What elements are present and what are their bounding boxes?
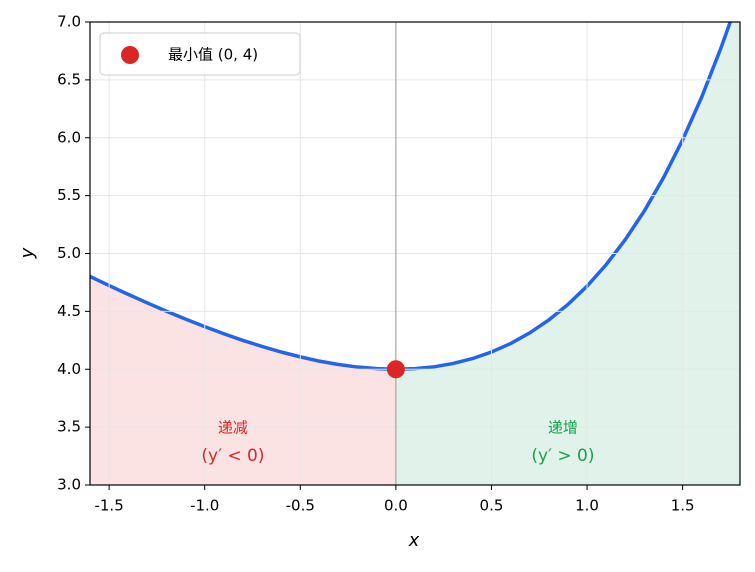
x-tick-label: 1.5	[671, 497, 695, 515]
legend-box	[99, 32, 301, 76]
x-tick-label: -1.0	[190, 497, 219, 515]
annotation-label: 递增	[548, 419, 578, 437]
x-tick-label: 0.5	[480, 497, 504, 515]
y-tick-label: 3.0	[57, 476, 81, 494]
y-tick-label: 5.5	[57, 186, 81, 204]
y-axis-label: y	[17, 247, 38, 259]
x-tick-label: -0.5	[286, 497, 315, 515]
x-tick-label: -1.5	[94, 497, 123, 515]
y-tick-label: 7.0	[57, 13, 81, 31]
x-axis-label: x	[408, 530, 420, 551]
x-tick-label: 0.0	[384, 497, 408, 515]
plot-frame	[89, 21, 741, 486]
y-tick-label: 5.0	[57, 244, 81, 262]
y-tick-label: 6.5	[57, 70, 81, 88]
min-point	[386, 360, 405, 379]
y-tick-label: 3.5	[57, 418, 81, 436]
annotation-condition: (y′ < 0)	[201, 446, 264, 466]
curve	[90, 22, 733, 372]
legend-marker	[121, 46, 139, 64]
x-tick-label: 1.0	[575, 497, 599, 515]
annotation-condition: (y′ > 0)	[531, 446, 594, 466]
annotation-label: 递减	[218, 419, 248, 437]
region-fill	[90, 276, 396, 485]
y-tick-label: 4.5	[57, 302, 81, 320]
y-tick-label: 6.0	[57, 128, 81, 146]
y-tick-label: 4.0	[57, 360, 81, 378]
legend-label: 最小值 (0, 4)	[168, 46, 258, 64]
